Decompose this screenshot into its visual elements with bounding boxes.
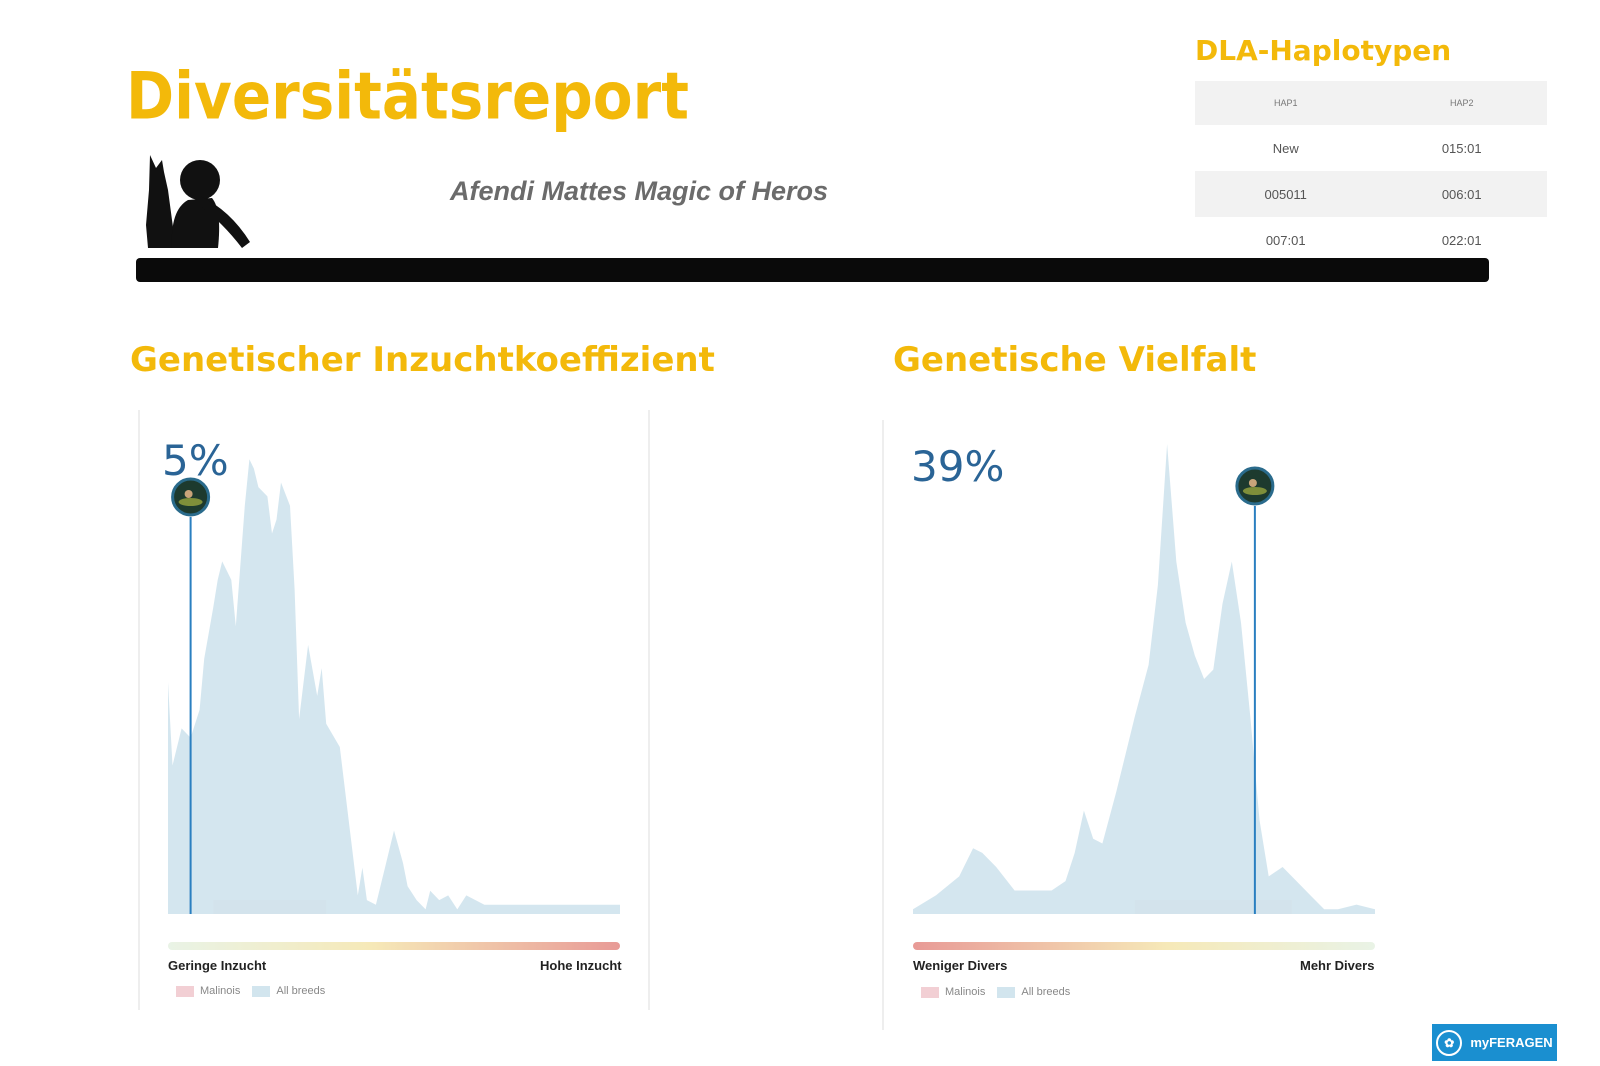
diversity-chart: [913, 444, 1375, 950]
dla-cell: 007:01: [1265, 232, 1306, 248]
avatar-detail: [184, 490, 193, 498]
table-row: 005011 006:01: [1195, 171, 1547, 217]
report-title: Diversitätsreport: [126, 58, 689, 135]
dla-cell: 006:01: [1376, 171, 1547, 217]
diversity-legend: Malinois All breeds: [921, 986, 1070, 998]
paw-icon: ✿: [1436, 1029, 1463, 1056]
avatar-detail: [1248, 479, 1257, 487]
myferagen-logo[interactable]: ✿ myFERAGEN: [1432, 1024, 1557, 1061]
dla-title: DLA-Haplotypen: [1195, 34, 1452, 67]
dog-name: Afendi Mattes Magic of Heros: [450, 176, 829, 206]
malinois-swatch: [921, 986, 939, 998]
dla-cell: 022:01: [1441, 232, 1482, 248]
diversity-right-label: Mehr Divers: [1300, 958, 1375, 973]
dla-header-hap1: HAP1: [1195, 81, 1377, 125]
panel-border: [648, 410, 650, 1010]
dla-cell: 005011: [1195, 171, 1377, 217]
panel-border: [138, 410, 140, 1010]
inbreeding-value: 5%: [162, 436, 229, 485]
diversity-value: 39%: [911, 442, 1005, 491]
inbreeding-title: Genetischer Inzuchtkoeffizient: [130, 340, 715, 380]
diversity-title: Genetische Vielfalt: [893, 340, 1257, 380]
dla-cell: 015:01: [1441, 140, 1482, 156]
legend-label: Malinois: [945, 986, 986, 998]
avatar-detail: [178, 498, 203, 506]
all-breeds-area: [913, 444, 1375, 914]
plot-area: [168, 459, 620, 914]
inbreeding-chart: [168, 459, 620, 950]
malinois-swatch: [176, 985, 194, 997]
dla-table: HAP1 HAP2 New 015:01 005011 006:01 007:0…: [1195, 81, 1547, 263]
panel-border: [882, 420, 884, 1030]
header-divider-bar: [136, 258, 1489, 282]
inbreeding-legend: Malinois All breeds: [176, 985, 325, 997]
diversity-gradient-scale: [913, 942, 1375, 950]
legend-label: Malinois: [200, 985, 241, 997]
inbreeding-left-label: Geringe Inzucht: [168, 958, 267, 973]
legend-label: All breeds: [276, 985, 326, 997]
dla-cell: New: [1272, 140, 1299, 156]
all-breeds-swatch: [252, 985, 271, 997]
plot-area: [913, 444, 1375, 914]
table-row: 007:01 022:01: [1195, 217, 1547, 263]
all-breeds-swatch: [997, 986, 1016, 998]
avatar-detail: [1242, 487, 1267, 495]
dog-and-child-silhouette: [142, 150, 267, 266]
diversity-left-label: Weniger Divers: [913, 958, 1008, 973]
table-row: New 015:01: [1195, 125, 1547, 171]
all-breeds-area: [168, 459, 620, 914]
inbreeding-right-label: Hohe Inzucht: [540, 958, 622, 973]
legend-label: All breeds: [1021, 986, 1071, 998]
inbreeding-gradient-scale: [168, 942, 620, 950]
dla-header-hap2: HAP2: [1376, 81, 1547, 125]
